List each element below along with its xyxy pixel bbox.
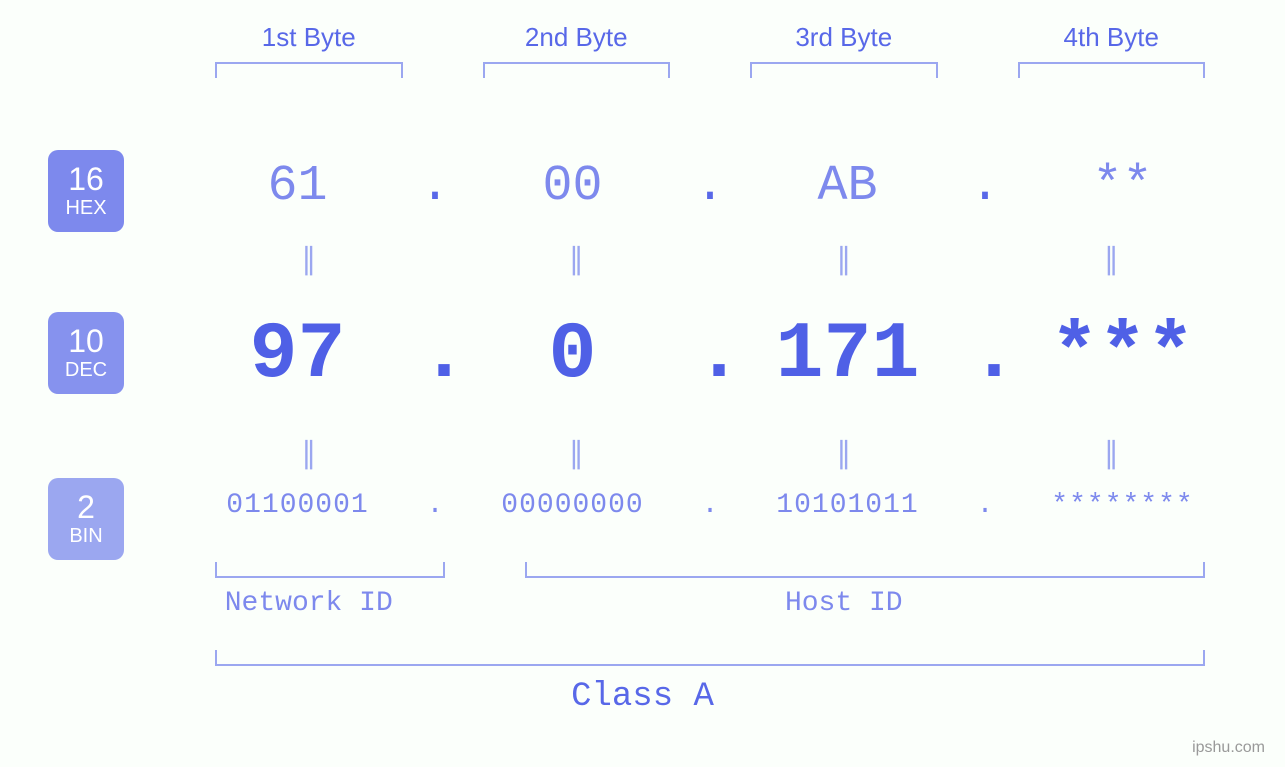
dot: . bbox=[970, 490, 1000, 521]
bin-base-label: BIN bbox=[69, 525, 102, 548]
hex-byte-4: ** bbox=[1000, 158, 1245, 215]
bin-byte-4: ******** bbox=[1000, 490, 1245, 521]
dec-byte-4: *** bbox=[1000, 310, 1245, 401]
equals-icon: ∥ bbox=[443, 436, 711, 473]
dot: . bbox=[420, 310, 450, 401]
top-bracket bbox=[1018, 62, 1206, 78]
byte-header-row: 1st Byte 2nd Byte 3rd Byte 4th Byte bbox=[175, 22, 1245, 53]
byte-header-2: 2nd Byte bbox=[443, 22, 711, 53]
top-bracket bbox=[750, 62, 938, 78]
hex-row: 61 . 00 . AB . ** bbox=[175, 158, 1245, 215]
top-bracket-row bbox=[175, 62, 1245, 78]
network-id-label: Network ID bbox=[175, 588, 443, 619]
hex-byte-1: 61 bbox=[175, 158, 420, 215]
host-id-label: Host ID bbox=[443, 588, 1246, 619]
hex-badge: 16 HEX bbox=[48, 150, 124, 232]
bin-byte-1: 01100001 bbox=[175, 490, 420, 521]
hex-base-label: HEX bbox=[65, 197, 106, 220]
byte-header-3: 3rd Byte bbox=[710, 22, 978, 53]
bin-badge: 2 BIN bbox=[48, 478, 124, 560]
equals-icon: ∥ bbox=[710, 242, 978, 279]
dot: . bbox=[695, 310, 725, 401]
hex-byte-2: 00 bbox=[450, 158, 695, 215]
dot: . bbox=[970, 158, 1000, 215]
dec-byte-1: 97 bbox=[175, 310, 420, 401]
class-label: Class A bbox=[0, 678, 1285, 716]
dot: . bbox=[420, 490, 450, 521]
byte-header-1: 1st Byte bbox=[175, 22, 443, 53]
equals-icon: ∥ bbox=[978, 242, 1246, 279]
dec-base-label: DEC bbox=[65, 359, 107, 382]
bin-base-number: 2 bbox=[77, 491, 95, 523]
class-bracket bbox=[215, 650, 1205, 666]
bin-row: 01100001 . 00000000 . 10101011 . *******… bbox=[175, 490, 1245, 521]
equals-icon: ∥ bbox=[175, 436, 443, 473]
dec-badge: 10 DEC bbox=[48, 312, 124, 394]
dec-byte-3: 171 bbox=[725, 310, 970, 401]
dec-row: 97 . 0 . 171 . *** bbox=[175, 310, 1245, 401]
top-bracket bbox=[215, 62, 403, 78]
equals-icon: ∥ bbox=[175, 242, 443, 279]
bin-byte-2: 00000000 bbox=[450, 490, 695, 521]
equals-row-2: ∥ ∥ ∥ ∥ bbox=[175, 436, 1245, 473]
hex-byte-3: AB bbox=[725, 158, 970, 215]
dot: . bbox=[695, 490, 725, 521]
equals-icon: ∥ bbox=[443, 242, 711, 279]
equals-row-1: ∥ ∥ ∥ ∥ bbox=[175, 242, 1245, 279]
id-bracket-row bbox=[175, 562, 1245, 578]
id-label-row: Network ID Host ID bbox=[175, 588, 1245, 619]
dot: . bbox=[420, 158, 450, 215]
dec-byte-2: 0 bbox=[450, 310, 695, 401]
byte-header-4: 4th Byte bbox=[978, 22, 1246, 53]
equals-icon: ∥ bbox=[710, 436, 978, 473]
dot: . bbox=[970, 310, 1000, 401]
dot: . bbox=[695, 158, 725, 215]
network-id-bracket bbox=[215, 562, 445, 578]
top-bracket bbox=[483, 62, 671, 78]
watermark: ipshu.com bbox=[1192, 739, 1265, 757]
dec-base-number: 10 bbox=[68, 325, 104, 357]
bin-byte-3: 10101011 bbox=[725, 490, 970, 521]
hex-base-number: 16 bbox=[68, 163, 104, 195]
equals-icon: ∥ bbox=[978, 436, 1246, 473]
host-id-bracket bbox=[525, 562, 1206, 578]
